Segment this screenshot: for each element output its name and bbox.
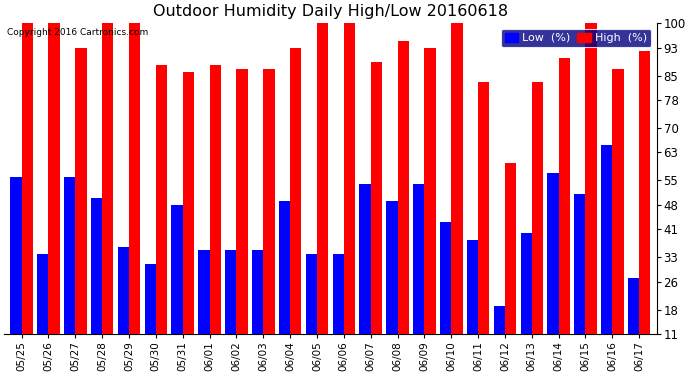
- Bar: [493, 306, 505, 334]
- Bar: [10, 177, 21, 334]
- Bar: [574, 194, 586, 334]
- Bar: [279, 201, 290, 334]
- Bar: [210, 65, 221, 334]
- Bar: [129, 23, 140, 334]
- Bar: [264, 69, 275, 334]
- Bar: [75, 48, 87, 334]
- Bar: [532, 82, 543, 334]
- Bar: [37, 254, 48, 334]
- Bar: [225, 250, 237, 334]
- Bar: [440, 222, 451, 334]
- Bar: [344, 23, 355, 334]
- Bar: [413, 184, 424, 334]
- Bar: [467, 240, 478, 334]
- Bar: [64, 177, 75, 334]
- Bar: [451, 23, 462, 334]
- Bar: [520, 233, 532, 334]
- Text: Copyright 2016 Cartronics.com: Copyright 2016 Cartronics.com: [8, 28, 148, 37]
- Bar: [601, 146, 612, 334]
- Bar: [102, 23, 113, 334]
- Bar: [333, 254, 344, 334]
- Bar: [156, 65, 167, 334]
- Bar: [371, 62, 382, 334]
- Bar: [48, 23, 60, 334]
- Bar: [171, 205, 183, 334]
- Bar: [237, 69, 248, 334]
- Bar: [306, 254, 317, 334]
- Bar: [547, 173, 559, 334]
- Bar: [118, 247, 129, 334]
- Bar: [386, 201, 397, 334]
- Bar: [586, 23, 597, 334]
- Legend: Low  (%), High  (%): Low (%), High (%): [501, 28, 651, 47]
- Bar: [612, 69, 624, 334]
- Title: Outdoor Humidity Daily High/Low 20160618: Outdoor Humidity Daily High/Low 20160618: [153, 4, 508, 19]
- Bar: [183, 72, 194, 334]
- Bar: [359, 184, 371, 334]
- Bar: [145, 264, 156, 334]
- Bar: [505, 163, 516, 334]
- Bar: [397, 40, 408, 334]
- Bar: [317, 23, 328, 334]
- Bar: [424, 48, 435, 334]
- Bar: [252, 250, 264, 334]
- Bar: [198, 250, 210, 334]
- Bar: [21, 23, 33, 334]
- Bar: [559, 58, 570, 334]
- Bar: [628, 278, 639, 334]
- Bar: [290, 48, 302, 334]
- Bar: [478, 82, 489, 334]
- Bar: [639, 51, 651, 334]
- Bar: [91, 198, 102, 334]
